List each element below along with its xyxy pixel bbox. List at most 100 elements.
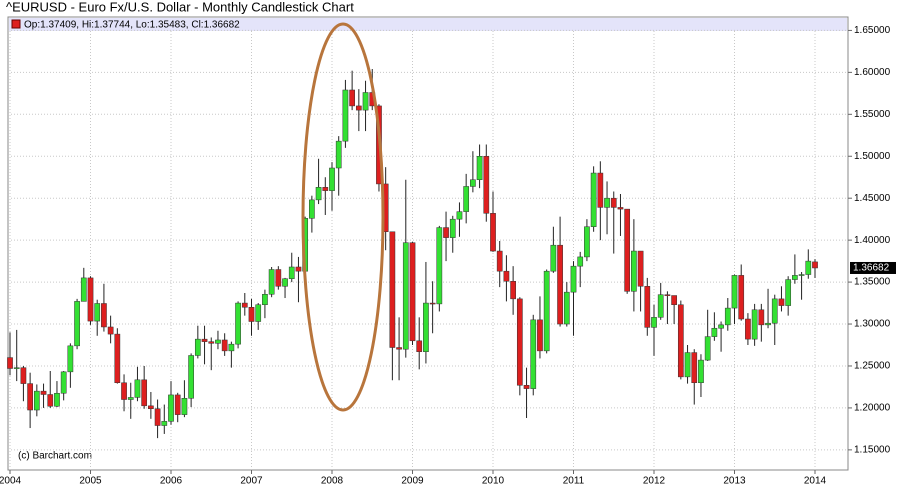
price-tag-label: 1.36682 (853, 263, 890, 274)
candle-body (161, 421, 168, 426)
candle-body (235, 302, 241, 345)
candle-body (677, 304, 684, 378)
candle-body (47, 394, 54, 407)
candle-body (731, 275, 738, 309)
candle-body (429, 302, 436, 305)
candle-body (40, 390, 47, 395)
candle-body (604, 197, 610, 208)
candle-body (127, 397, 134, 400)
candle-body (664, 294, 671, 296)
candle-body (60, 371, 67, 394)
candle-body (262, 294, 268, 305)
candle-body (188, 355, 194, 399)
candle-body (389, 231, 396, 348)
candle-body (255, 304, 262, 322)
candle-body (470, 179, 476, 187)
candle-body (174, 394, 181, 415)
candle-body (738, 275, 745, 320)
candle-body (355, 105, 362, 111)
candle-body (657, 294, 664, 318)
candle-body (396, 347, 402, 350)
candle-body (792, 275, 798, 280)
candle-body (141, 379, 148, 407)
candle-body (530, 319, 537, 389)
legend-swatch (11, 19, 21, 29)
candle-body (718, 324, 724, 329)
candle-body (651, 317, 657, 328)
candle-body (537, 319, 543, 352)
candle-body (402, 242, 409, 350)
candle-body (805, 260, 812, 275)
y-tick-label: 1.40000 (854, 235, 891, 246)
candle-body (510, 281, 516, 300)
candle-body (698, 359, 704, 384)
x-tick-label: 2011 (563, 476, 585, 487)
candle-body (94, 303, 101, 322)
x-tick-label: 2014 (804, 476, 827, 487)
candle-body (771, 298, 778, 324)
candle-body (309, 199, 315, 219)
candle-body (275, 269, 282, 287)
candle-body (476, 156, 483, 180)
candle-body (208, 341, 215, 344)
candle-body (745, 318, 751, 340)
plot-frame (7, 16, 849, 471)
candle-body (282, 278, 288, 287)
candle-body (456, 211, 463, 220)
y-tick-label: 1.35000 (854, 277, 891, 288)
candle-body (631, 250, 637, 292)
candle-body (590, 172, 597, 227)
candle-body (436, 227, 443, 305)
candle-body (724, 307, 731, 326)
candle-body (27, 383, 33, 411)
candle-body (295, 266, 302, 272)
candle-body (778, 298, 785, 306)
candle-body (349, 89, 355, 107)
candle-body (241, 302, 248, 308)
candle-body (812, 261, 818, 269)
candle-body (221, 339, 228, 352)
candle-body (610, 197, 617, 208)
candle-body (758, 309, 765, 326)
x-tick-label: 2005 (79, 476, 102, 487)
candle-body (423, 302, 429, 352)
candle-body (765, 322, 771, 326)
candle-body (490, 213, 496, 252)
candle-body (335, 140, 342, 169)
candles (7, 69, 818, 439)
y-tick-label: 1.55000 (854, 109, 891, 120)
candle-body (13, 367, 20, 369)
candle-body (201, 338, 208, 342)
y-tick-label: 1.15000 (854, 445, 891, 456)
candle-body (523, 385, 530, 389)
candle-body (704, 336, 711, 361)
candle-body (637, 250, 644, 287)
candle-body (322, 187, 329, 191)
y-tick-label: 1.30000 (854, 319, 891, 330)
price-tag (850, 261, 896, 274)
candle-body (463, 186, 470, 212)
candle-body (80, 277, 87, 302)
chart-title: ^EURUSD - Euro Fx/U.S. Dollar - Monthly … (6, 0, 354, 14)
candle-body (154, 408, 161, 426)
candle-body (644, 286, 651, 328)
candle-body (288, 266, 295, 279)
candle-body (101, 303, 107, 328)
candle-body (671, 295, 677, 305)
y-tick-label: 1.50000 (854, 151, 891, 162)
candle-body (315, 187, 322, 201)
candle-body (691, 352, 698, 384)
candle-body (20, 367, 27, 384)
candle-body (785, 279, 792, 306)
candle-body (194, 338, 201, 356)
candle-body (329, 167, 335, 191)
candle-body (597, 172, 604, 208)
candle-body (74, 301, 80, 347)
candle-body (114, 333, 121, 384)
candle-body (33, 390, 40, 411)
candle-body (362, 92, 369, 111)
y-tick-label: 1.45000 (854, 193, 891, 204)
x-tick-label: 2006 (160, 476, 183, 487)
y-tick-label: 1.60000 (854, 67, 891, 78)
